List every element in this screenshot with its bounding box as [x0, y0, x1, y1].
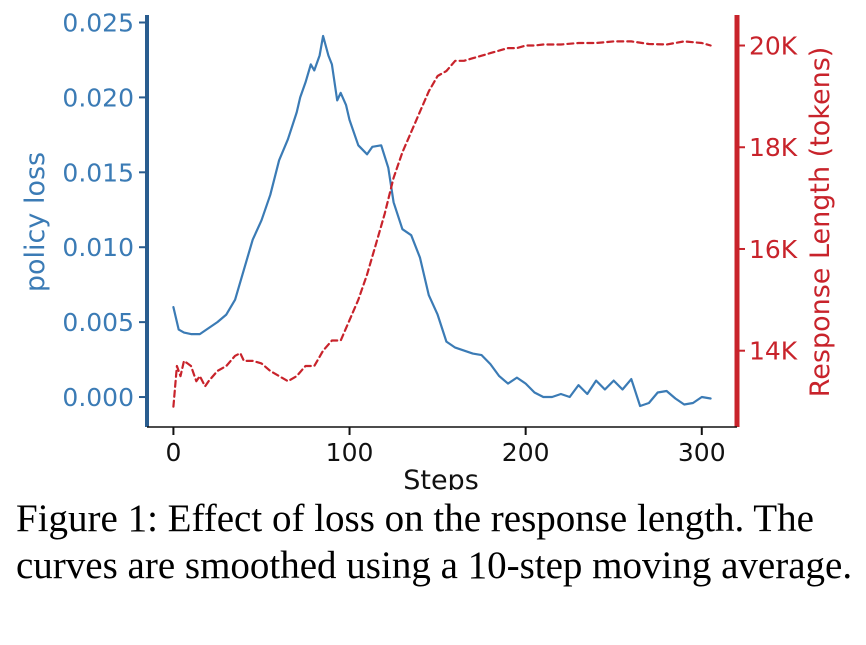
x-axis-ticks: 0 100 200 300	[165, 427, 726, 467]
x-tick-label: 200	[502, 438, 550, 467]
series-layer	[172, 34, 712, 408]
x-tick-label: 100	[326, 438, 374, 467]
right-axis-ticks: 14K 16K 18K 20K	[737, 32, 798, 366]
x-tick-label: 0	[165, 438, 181, 467]
left-tick-label: 0.000	[62, 383, 134, 412]
dual-axis-line-chart: 0.000 0.005 0.010 0.015 0.020 0.025 policy lo…	[20, 8, 836, 490]
right-tick-label: 20K	[749, 32, 798, 61]
left-axis-label: policy loss	[20, 152, 51, 292]
right-tick-label: 14K	[749, 337, 798, 366]
bottom-axis: 0 100 200 300 Steps	[147, 426, 737, 490]
response-length-line	[172, 40, 712, 408]
left-tick-label: 0.010	[62, 233, 134, 262]
left-tick-label: 0.015	[62, 158, 134, 187]
left-tick-label: 0.020	[62, 83, 134, 112]
figure-caption: Figure 1: Effect of loss on the response…	[16, 497, 853, 587]
left-axis: 0.000 0.005 0.010 0.015 0.020 0.025 policy lo…	[20, 8, 149, 427]
right-axis-label: Response Length (tokens)	[805, 47, 836, 398]
x-axis-label: Steps	[403, 465, 479, 490]
left-tick-label: 0.005	[62, 308, 134, 337]
right-tick-label: 18K	[749, 133, 798, 162]
left-tick-label: 0.025	[62, 8, 134, 37]
policy-loss-line	[172, 34, 712, 408]
right-tick-label: 16K	[749, 235, 798, 264]
left-axis-ticks: 0.000 0.005 0.010 0.015 0.020 0.025	[62, 8, 147, 412]
x-tick-label: 300	[678, 438, 726, 467]
right-axis: 14K 16K 18K 20K Response Length (tokens)	[734, 15, 836, 427]
